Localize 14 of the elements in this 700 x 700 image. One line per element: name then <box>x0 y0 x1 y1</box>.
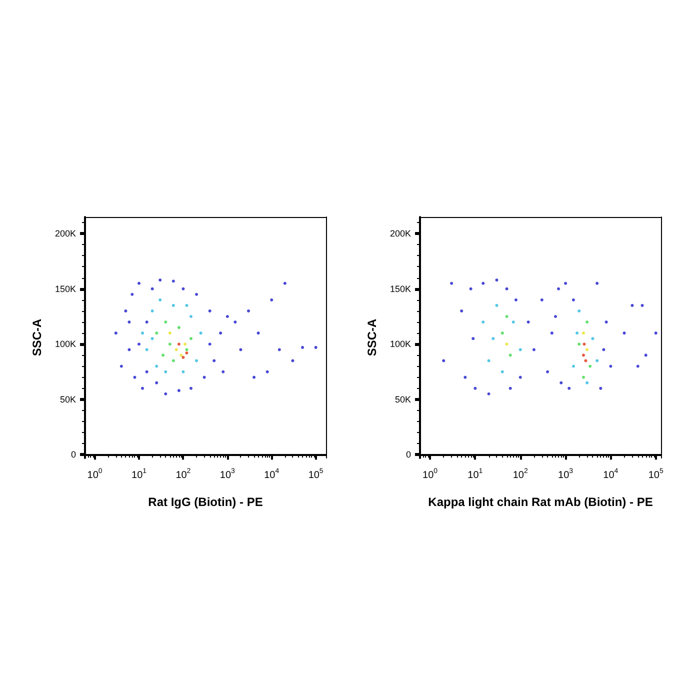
x-axis-title: Rat IgG (Biotin) - PE <box>148 495 263 509</box>
y-tick-label: 0 <box>70 450 76 460</box>
y-axis-title: SSC-A <box>365 318 379 356</box>
y-tick-label: 150K <box>390 284 411 294</box>
y-tick-label: 50K <box>394 394 411 404</box>
x-axis-title: Kappa light chain Rat mAb (Biotin) - PE <box>428 495 653 509</box>
y-tick-label: 200K <box>54 228 76 239</box>
y-tick-label: 100K <box>390 339 411 350</box>
y-tick-label: 200K <box>390 228 411 239</box>
y-tick-label: 50K <box>60 394 76 404</box>
y-axis-title: SSC-A <box>30 318 44 356</box>
y-tick-label: 100K <box>54 339 76 350</box>
y-tick-label: 0 <box>406 450 411 460</box>
y-tick-label: 150K <box>54 284 76 294</box>
